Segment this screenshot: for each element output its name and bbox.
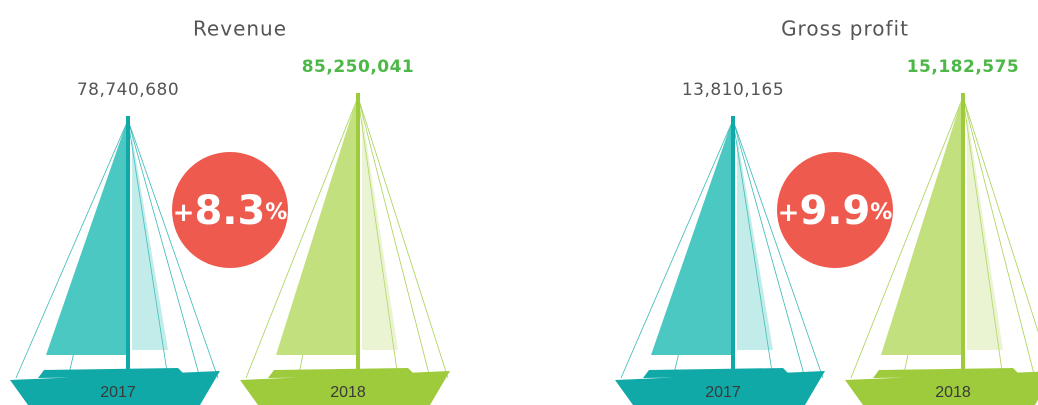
year: 2017 [705,384,741,401]
value-label: 78,740,680 [77,80,179,100]
sail [276,101,356,355]
mast [731,116,735,378]
year: 2018 [330,384,366,401]
panel-title: Revenue [193,17,287,41]
change-unit: % [265,200,287,225]
value-label: 15,182,575 [907,57,1020,77]
mast [126,116,130,378]
change-value: 8.3 [194,188,265,234]
infographic: Revenue 2017 78,740,680 2018 85,250,041 +8.3%… [0,0,1038,405]
value-label: 85,250,041 [302,57,415,77]
change-value: 9.9 [799,188,870,234]
mast [356,93,360,378]
year: 2018 [935,384,971,401]
value-label: 13,810,165 [682,80,784,100]
sail [651,124,731,355]
year: 2017 [100,384,136,401]
panel: Revenue 2017 78,740,680 2018 85,250,041 +8.3% [10,17,450,405]
panel-title: Gross profit [781,17,909,41]
sail [881,101,961,355]
change-sign: + [173,198,195,228]
mast [961,93,965,378]
change-unit: % [870,200,892,225]
sail [46,124,126,355]
panel: Gross profit 2017 13,810,165 2018 15,182,575… [615,17,1038,405]
change-sign: + [778,198,800,228]
